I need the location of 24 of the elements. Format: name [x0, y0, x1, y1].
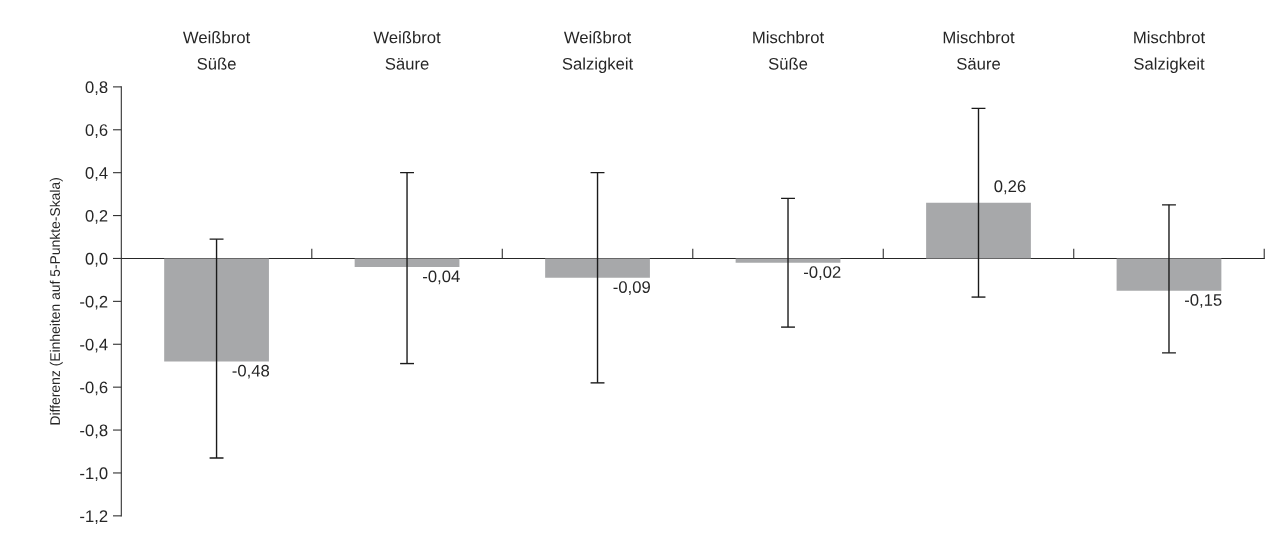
x-tick-label: Weißbrot Süße — [182, 31, 251, 70]
x-tick-label: Weißbrot Säure — [373, 31, 441, 70]
y-tick-label: 0,0 — [85, 252, 108, 267]
data-label: -0,48 — [232, 364, 270, 379]
data-label: -0,04 — [423, 270, 460, 285]
data-label: -0,09 — [613, 281, 650, 295]
x-tick-label: Mischbrot Säure — [943, 31, 1015, 70]
x-tick-label: Weißbrot Salzigkeit — [562, 31, 634, 73]
data-label: -0,02 — [803, 266, 841, 280]
y-axis-title: Differenz (Einheiten auf 5-Punkte-Skala) — [49, 178, 63, 425]
y-tick-label: 0,2 — [85, 209, 108, 224]
x-tick-label: Mischbrot Salzigkeit — [1134, 31, 1205, 73]
y-tick-label: -0,4 — [80, 338, 108, 353]
x-tick-label: Mischbrot Süße — [753, 31, 825, 70]
y-tick-label: 0,8 — [85, 81, 108, 96]
data-label: -0,15 — [1184, 294, 1222, 308]
y-tick-label: -1,0 — [80, 467, 108, 482]
y-tick-label: -0,2 — [80, 295, 108, 310]
y-tick-label: -0,8 — [80, 424, 108, 439]
y-tick-label: 0,6 — [85, 124, 108, 138]
y-tick-label: -0,6 — [80, 381, 108, 396]
y-tick-label: 0,4 — [85, 167, 108, 181]
y-tick-label: -1,2 — [80, 510, 108, 525]
data-label: 0,26 — [994, 180, 1026, 195]
